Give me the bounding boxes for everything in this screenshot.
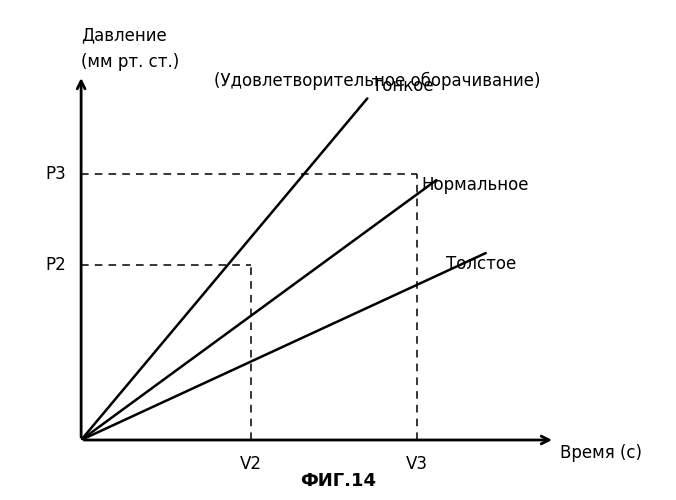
Text: Нормальное: Нормальное bbox=[422, 176, 529, 194]
Text: P3: P3 bbox=[45, 165, 66, 183]
Text: V3: V3 bbox=[406, 455, 428, 473]
Text: Давление: Давление bbox=[81, 27, 167, 45]
Text: (мм рт. ст.): (мм рт. ст.) bbox=[81, 54, 179, 72]
Text: P2: P2 bbox=[45, 256, 66, 274]
Text: Тонкое: Тонкое bbox=[372, 76, 434, 94]
Text: V2: V2 bbox=[241, 455, 262, 473]
Text: Толстое: Толстое bbox=[446, 255, 516, 273]
Text: Время (с): Время (с) bbox=[560, 444, 642, 462]
Text: ФИГ.14: ФИГ.14 bbox=[300, 472, 376, 490]
Text: (Удовлетворительное оборачивание): (Удовлетворительное оборачивание) bbox=[214, 72, 540, 90]
